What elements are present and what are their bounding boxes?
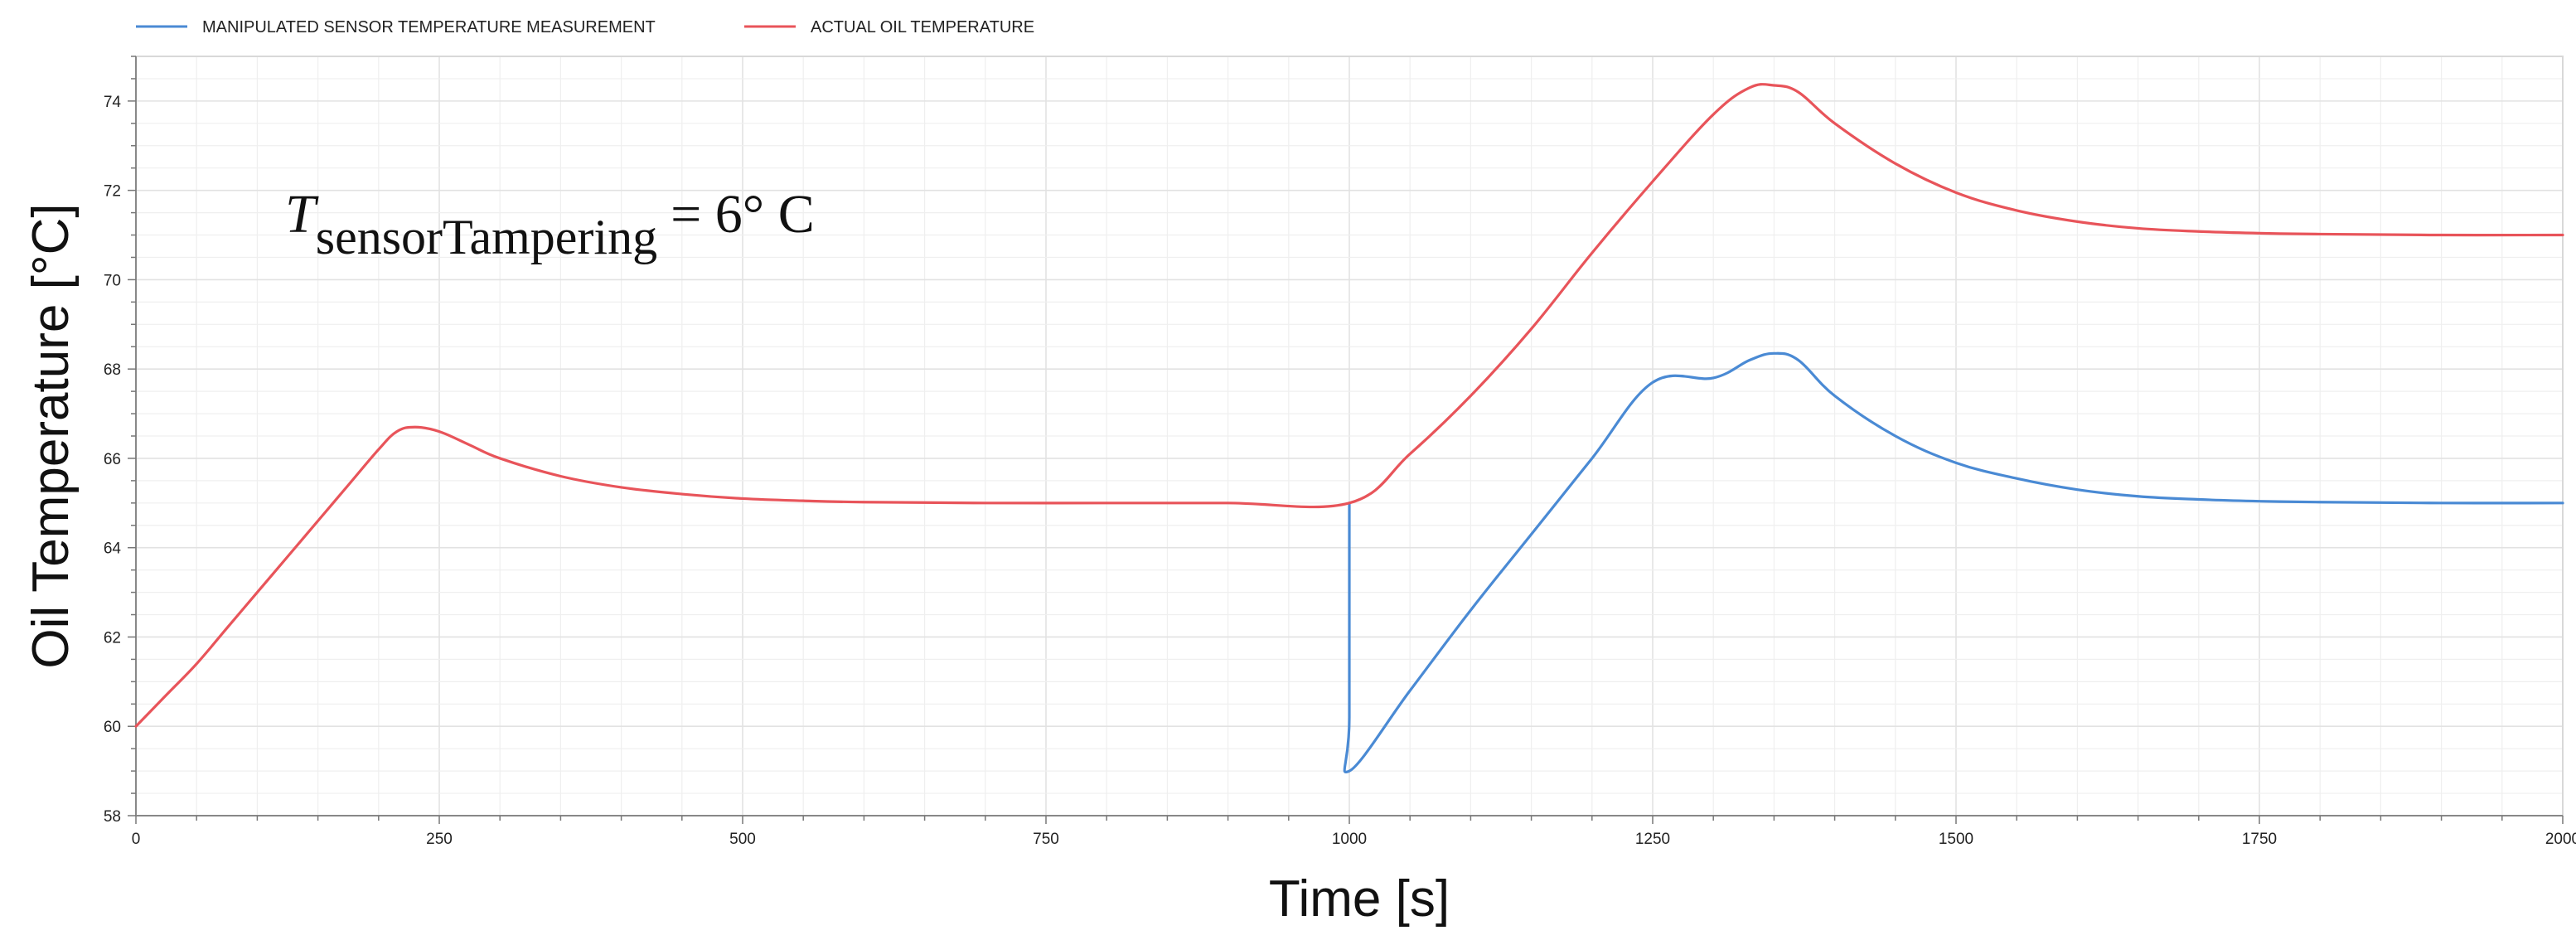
series-line-actual [134, 83, 2564, 728]
legend: MANIPULATED SENSOR TEMPERATURE MEASUREME… [136, 18, 1034, 36]
legend-label-manipulated: MANIPULATED SENSOR TEMPERATURE MEASUREME… [202, 18, 656, 36]
y-tick-label: 68 [104, 361, 121, 379]
x-tick-label: 1750 [2242, 831, 2277, 848]
x-tick-label: 1500 [1939, 831, 1973, 848]
x-tick-label: 250 [426, 831, 453, 848]
annotation-value: = 6° C [671, 184, 815, 245]
tampering-annotation: TsensorTampering = 6° C [285, 184, 815, 264]
y-tick-label: 62 [104, 629, 121, 647]
x-tick-label: 750 [1033, 831, 1059, 848]
x-tick-label: 1000 [1332, 831, 1367, 848]
x-tick-label: 2000 [2545, 831, 2576, 848]
legend-label-actual: ACTUAL OIL TEMPERATURE [811, 18, 1034, 36]
y-tick-label: 72 [104, 183, 121, 201]
y-axis-title: Oil Temperature [°C] [22, 203, 80, 668]
y-tick-label: 66 [104, 451, 121, 468]
annotation-symbol: T [285, 184, 319, 245]
x-tick-label: 1250 [1635, 831, 1670, 848]
x-tick-label: 500 [729, 831, 756, 848]
y-tick-label: 74 [104, 94, 122, 111]
series-layer [134, 83, 2564, 773]
y-tick-label: 58 [104, 808, 121, 826]
axes: 0 250 500 750 1000 1250 1500 1750 2000 58 60 62 64 66… [104, 56, 2576, 848]
series-line-manipulated [1343, 351, 2564, 773]
y-tick-label: 60 [104, 719, 121, 736]
x-axis-title: Time [s] [1269, 870, 1450, 928]
x-tick-label: 0 [132, 831, 141, 848]
annotation-subscript: sensorTampering [316, 210, 657, 264]
y-tick-label: 64 [104, 540, 122, 558]
y-tick-label: 70 [104, 272, 121, 289]
